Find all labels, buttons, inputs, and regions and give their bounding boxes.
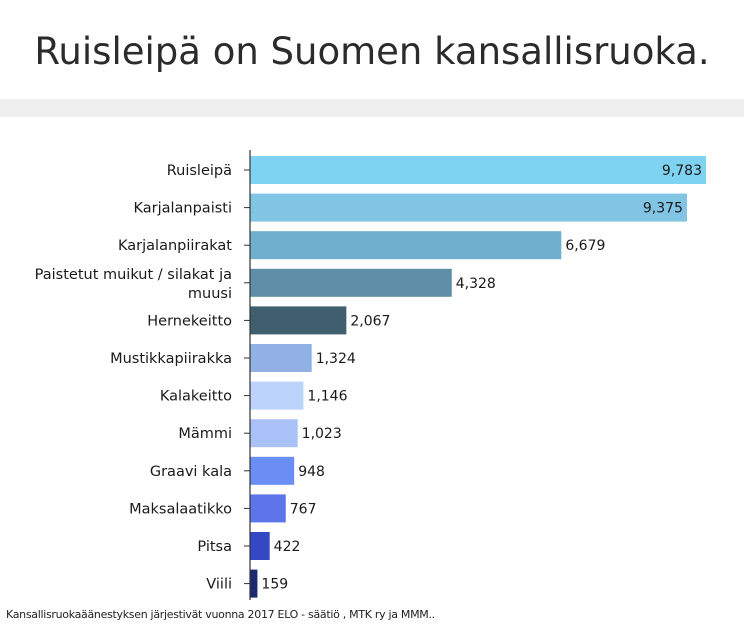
bar xyxy=(250,569,258,598)
bar xyxy=(250,381,304,410)
category-label: Pitsa xyxy=(197,539,232,555)
bar xyxy=(250,532,270,560)
bar-chart: Ruisleipä 9,783 Karjalanpaisti 9,375 Karjala… xyxy=(35,150,706,600)
source-note: Kansallisruokaäänestyksen järjestivät vu… xyxy=(6,608,435,621)
bar xyxy=(250,231,562,260)
value-label: 4,328 xyxy=(456,276,496,292)
category-label: Kalakeitto xyxy=(160,389,232,405)
value-label: 9,783 xyxy=(662,163,702,179)
value-label: 1,023 xyxy=(302,426,342,442)
value-label: 6,679 xyxy=(565,238,605,254)
bar xyxy=(250,268,452,297)
category-label: Graavi kala xyxy=(150,464,232,480)
bar xyxy=(250,156,706,184)
value-label: 422 xyxy=(274,539,301,555)
bar xyxy=(250,419,298,448)
value-label: 2,067 xyxy=(350,313,390,329)
value-label: 948 xyxy=(298,464,325,480)
category-label: Mustikkapiirakka xyxy=(110,351,232,367)
value-label: 1,146 xyxy=(307,389,347,405)
value-label: 159 xyxy=(261,577,288,593)
bar xyxy=(250,456,295,485)
category-label: Ruisleipä xyxy=(167,163,232,179)
value-label: 767 xyxy=(290,501,317,517)
value-label: 1,324 xyxy=(316,351,356,367)
category-label: Hernekeitto xyxy=(147,313,232,329)
header-divider-band xyxy=(0,99,744,117)
chart-title: Ruisleipä on Suomen kansallisruoka. xyxy=(34,30,710,73)
category-label: Karjalanpaisti xyxy=(133,201,232,217)
bar xyxy=(250,344,312,372)
bar xyxy=(250,306,347,335)
value-label: 9,375 xyxy=(643,201,683,217)
category-label: Paistetut muikut / silakat ja muusi xyxy=(35,267,232,302)
bar xyxy=(250,193,687,222)
category-label: Mämmi xyxy=(178,426,232,442)
category-label: Maksalaatikko xyxy=(129,501,232,517)
category-label: Viili xyxy=(206,577,232,593)
category-label: Karjalanpiirakat xyxy=(118,238,232,254)
bar xyxy=(250,494,286,523)
